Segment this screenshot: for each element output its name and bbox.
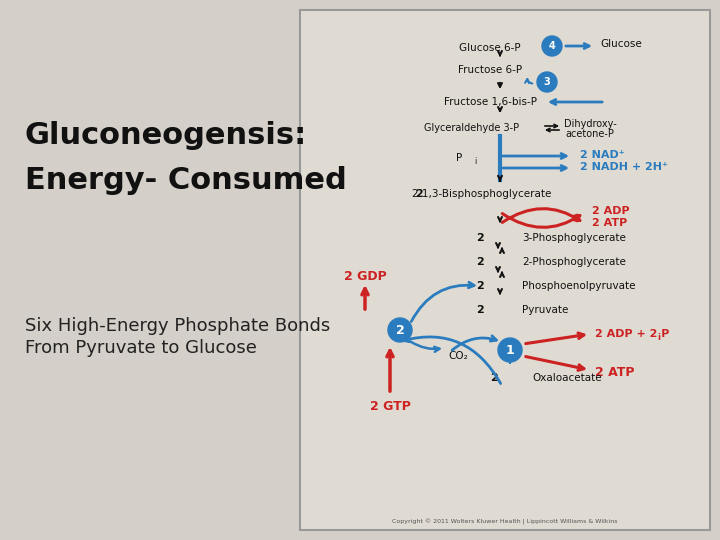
Text: 2 GTP: 2 GTP <box>369 400 410 413</box>
Circle shape <box>537 72 557 92</box>
Text: 2: 2 <box>476 233 484 243</box>
Text: 4: 4 <box>549 41 555 51</box>
Text: Glyceraldehyde 3-P: Glyceraldehyde 3-P <box>424 123 520 133</box>
Text: i: i <box>474 158 476 166</box>
Text: 2 GDP: 2 GDP <box>343 269 387 282</box>
Text: 3-Phosphoglycerate: 3-Phosphoglycerate <box>522 233 626 243</box>
Text: 2 ATP: 2 ATP <box>592 218 627 228</box>
Text: 2: 2 <box>476 305 484 315</box>
Text: 2: 2 <box>476 257 484 267</box>
Text: Glucose: Glucose <box>600 39 642 49</box>
Text: Fructose 1,6-bis-P: Fructose 1,6-bis-P <box>444 97 536 107</box>
Text: Gluconeogensis:: Gluconeogensis: <box>25 121 307 150</box>
Text: acetone-P: acetone-P <box>566 129 614 139</box>
Text: From Pyruvate to Glucose: From Pyruvate to Glucose <box>25 339 257 357</box>
Text: 1: 1 <box>505 343 514 356</box>
Text: 3: 3 <box>544 77 550 87</box>
Circle shape <box>542 36 562 56</box>
Text: Oxaloacetate: Oxaloacetate <box>532 373 602 383</box>
Text: 2: 2 <box>476 281 484 291</box>
Text: 2 ADP + 2 P: 2 ADP + 2 P <box>595 329 670 339</box>
Text: 2-Phosphoglycerate: 2-Phosphoglycerate <box>522 257 626 267</box>
Text: Fructose 6-P: Fructose 6-P <box>458 65 522 75</box>
Text: 2 NAD⁺: 2 NAD⁺ <box>580 150 625 160</box>
Text: 2: 2 <box>395 323 405 336</box>
Text: 2: 2 <box>415 189 423 199</box>
Text: Six High-Energy Phosphate Bonds: Six High-Energy Phosphate Bonds <box>25 317 330 335</box>
FancyBboxPatch shape <box>300 10 710 530</box>
Text: CO₂: CO₂ <box>448 351 468 361</box>
Text: Pyruvate: Pyruvate <box>522 305 568 315</box>
Text: 2 1,3-Bisphosphoglycerate: 2 1,3-Bisphosphoglycerate <box>413 189 552 199</box>
Text: 2 NADH + 2H⁺: 2 NADH + 2H⁺ <box>580 162 668 172</box>
Circle shape <box>498 338 522 362</box>
Circle shape <box>388 318 412 342</box>
Text: 2 ATP: 2 ATP <box>595 366 634 379</box>
Text: Copyright © 2011 Wolters Kluwer Health | Lippincott Williams & Wilkins: Copyright © 2011 Wolters Kluwer Health |… <box>392 519 618 525</box>
Text: 2 ADP: 2 ADP <box>592 206 629 216</box>
Text: 2: 2 <box>490 373 498 383</box>
Text: Dihydroxy-: Dihydroxy- <box>564 119 616 129</box>
Text: Glucose 6-P: Glucose 6-P <box>459 43 521 53</box>
Text: Phosphoenolpyruvate: Phosphoenolpyruvate <box>522 281 636 291</box>
Text: Energy- Consumed: Energy- Consumed <box>25 166 347 195</box>
Text: P: P <box>456 153 462 163</box>
Text: i: i <box>657 334 660 342</box>
